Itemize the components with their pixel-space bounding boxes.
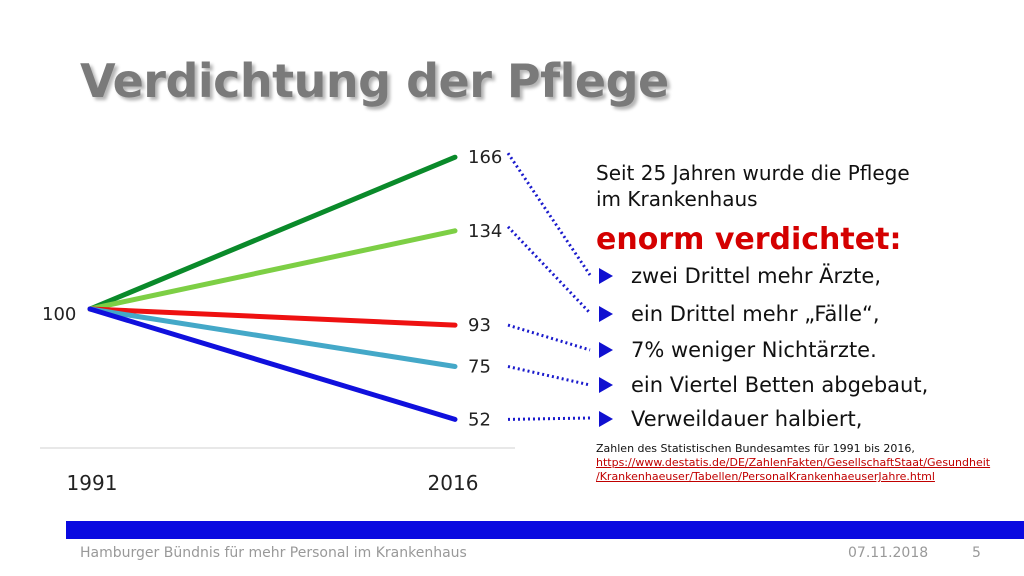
source-note: Zahlen des Statistischen Bundesamtes für… xyxy=(596,442,990,484)
arrow-bullet-icon xyxy=(599,306,613,322)
series-line xyxy=(87,154,458,312)
footer-organization: Hamburger Bündnis für mehr Personal im K… xyxy=(80,545,467,561)
bullet-item: ein Viertel Betten abgebaut, xyxy=(597,368,1017,402)
bullet-item: Verweildauer halbiert, xyxy=(597,402,1017,436)
series-line xyxy=(87,228,458,312)
footer-accent-bar xyxy=(66,521,1024,539)
source-link-line-2[interactable]: /Krankenhaeuser/Tabellen/PersonalKranken… xyxy=(596,470,935,483)
bullet-text: 7% weniger Nichtärzte. xyxy=(631,338,877,362)
intro-line-1: Seit 25 Jahren wurde die Pflege xyxy=(596,161,910,185)
end-value-label: 75 xyxy=(468,357,491,378)
source-text: Zahlen des Statistischen Bundesamtes für… xyxy=(596,442,915,455)
end-value-label: 52 xyxy=(468,409,491,430)
dotted-connector xyxy=(507,416,591,421)
arrow-bullet-icon xyxy=(599,411,613,427)
x-tick-label: 2016 xyxy=(428,471,479,495)
bullet-text: ein Drittel mehr „Fälle“, xyxy=(631,302,880,326)
intro-line-2: im Krankenhaus xyxy=(596,187,758,211)
footer-page-number: 5 xyxy=(972,545,981,561)
emphasis-heading: enorm verdichtet: xyxy=(596,222,902,257)
dotted-connector xyxy=(507,323,591,352)
bullet-item: zwei Drittel mehr Ärzte, xyxy=(597,259,1017,293)
dotted-connector xyxy=(506,225,592,315)
series-line xyxy=(87,306,458,328)
end-value-label: 134 xyxy=(468,221,502,242)
start-value-label: 100 xyxy=(42,304,76,325)
footer-date: 07.11.2018 xyxy=(848,545,929,561)
series-line xyxy=(87,306,458,422)
bullet-text: zwei Drittel mehr Ärzte, xyxy=(631,264,882,288)
source-link-line-1[interactable]: https://www.destatis.de/DE/ZahlenFakten/… xyxy=(596,456,991,469)
series-line xyxy=(87,306,458,369)
arrow-bullet-icon xyxy=(599,342,613,358)
end-value-label: 93 xyxy=(468,315,491,336)
x-tick-label: 1991 xyxy=(67,471,118,495)
line-chart: 1991 2016 100 166 134 93 75 52 xyxy=(40,147,592,495)
dotted-connector xyxy=(507,365,591,387)
end-value-label: 166 xyxy=(468,147,502,168)
plot-area: 1991 2016 100 166 134 93 75 52 xyxy=(40,147,592,495)
bullet-text: Verweildauer halbiert, xyxy=(631,407,863,431)
arrow-bullet-icon xyxy=(599,268,613,284)
intro-text: Seit 25 Jahren wurde die Pflege im Krank… xyxy=(596,160,910,212)
arrow-bullet-icon xyxy=(599,377,613,393)
bullet-item: ein Drittel mehr „Fälle“, xyxy=(597,297,1017,331)
slide-title: Verdichtung der Pflege xyxy=(80,54,669,108)
bullet-item: 7% weniger Nichtärzte. xyxy=(597,333,1017,367)
bullet-text: ein Viertel Betten abgebaut, xyxy=(631,373,929,397)
dotted-connector xyxy=(506,152,592,276)
